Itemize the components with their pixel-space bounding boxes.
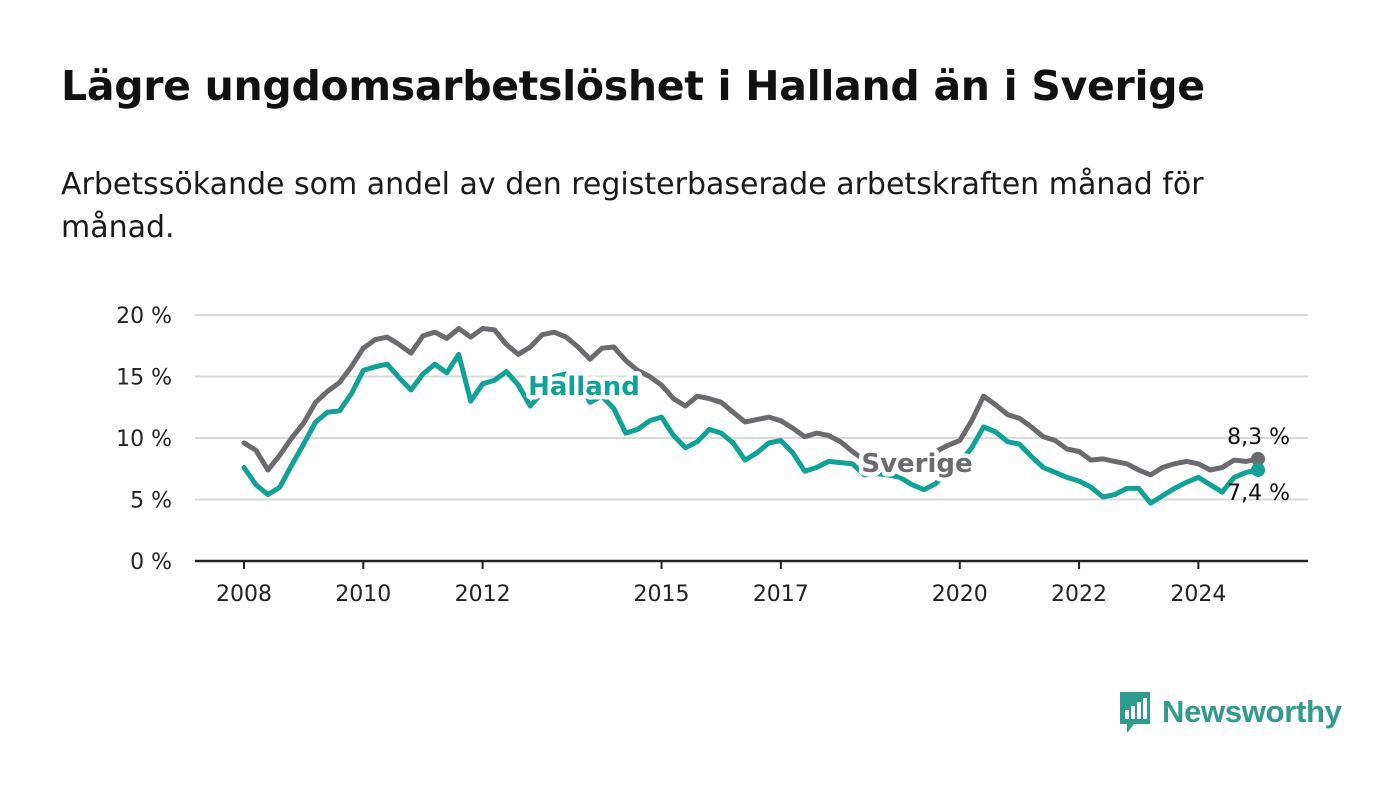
- y-tick-label: 0 %: [130, 550, 172, 575]
- x-tick-label: 2015: [634, 582, 690, 607]
- end-point-halland: [1251, 462, 1265, 477]
- x-tick-label: 2017: [753, 582, 809, 607]
- brand-name: Newsworthy: [1162, 694, 1342, 729]
- end-label-sverige: 8,3 %: [1227, 425, 1290, 450]
- y-tick-label: 10 %: [116, 427, 172, 452]
- x-tick-label: 2010: [335, 582, 391, 607]
- x-tick-label: 2012: [455, 582, 511, 607]
- chart-title: Lägre ungdomsarbetslöshet i Halland än i…: [61, 62, 1205, 110]
- y-tick-label: 20 %: [116, 304, 172, 329]
- end-label-halland: 7,4 %: [1227, 481, 1290, 506]
- newsworthy-chat-bar-icon: [1120, 692, 1150, 733]
- series-label-halland: Halland: [528, 372, 640, 402]
- series-line-halland: [241, 351, 1261, 506]
- x-tick-label: 2020: [932, 582, 988, 607]
- brand-logo: Newsworthy: [1118, 690, 1342, 734]
- x-tick-label: 2008: [216, 582, 272, 607]
- x-tick-label: 2024: [1170, 582, 1226, 607]
- series-label-sverige: Sverige: [861, 449, 972, 479]
- end-point-sverige: [1251, 451, 1265, 466]
- series-line-sverige: [241, 326, 1261, 478]
- y-tick-label: 5 %: [130, 489, 172, 514]
- y-tick-label: 15 %: [116, 366, 172, 391]
- chart-subtitle: Arbetssökande som andel av den registerb…: [61, 167, 1204, 245]
- x-tick-label: 2022: [1051, 582, 1107, 607]
